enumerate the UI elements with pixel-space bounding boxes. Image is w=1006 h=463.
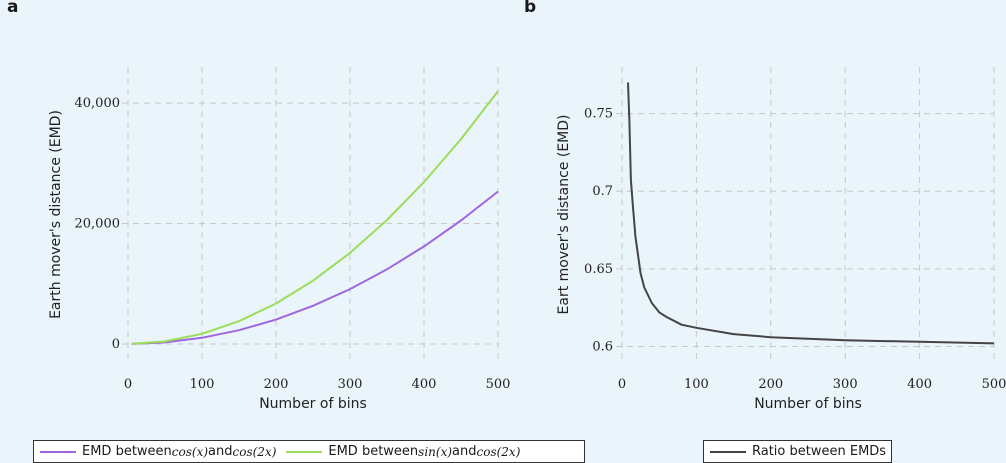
- x-tick-label: 0: [618, 377, 626, 392]
- legend-math-2: cos(2x): [232, 444, 277, 459]
- legend-item-sin-cos2: EMD between sin(x) and cos(2x): [286, 444, 520, 459]
- x-axis-label: Number of bins: [259, 396, 367, 412]
- legend-math-1: cos(x): [171, 444, 209, 459]
- legend-b: Ratio between EMDs: [703, 440, 892, 463]
- series-line-a-0: [131, 190, 499, 345]
- x-tick-label: 100: [684, 377, 709, 392]
- legend-item-ratio: Ratio between EMDs: [710, 444, 886, 459]
- legend-label-mid: and: [208, 444, 233, 459]
- y-tick-label: 0.75: [584, 107, 613, 122]
- y-tick-label: 0.6: [592, 339, 613, 354]
- series-line-b-0: [627, 82, 995, 345]
- chart-a: 0 100 200 300 400 500 0 20,000 40,000 Number of b…: [48, 67, 510, 412]
- panel-a-letter: a: [7, 0, 19, 17]
- x-tick-label: 300: [338, 377, 363, 392]
- legend-a: EMD between cos(x) and cos(2x) EMD betwe…: [33, 440, 585, 463]
- x-tick-label: 200: [264, 377, 289, 392]
- legend-swatch-dark: [710, 450, 746, 453]
- panel-b-letter: b: [524, 0, 537, 17]
- y-tick-label: 40,000: [75, 96, 121, 111]
- legend-label-prefix: EMD between: [82, 444, 172, 459]
- x-tick-label: 500: [982, 377, 1006, 392]
- series-line-a-1: [131, 90, 499, 345]
- legend-swatch-purple: [40, 450, 76, 453]
- legend-math-2: cos(2x): [476, 444, 521, 459]
- x-tick-label: 400: [907, 377, 932, 392]
- x-tick-label: 500: [486, 377, 511, 392]
- chart-b: 0 100 200 300 400 500 0.6 0.65 0.7 0.75 Number of …: [556, 67, 1006, 412]
- y-tick-label: 0.7: [592, 184, 613, 199]
- legend-label-prefix: EMD between: [328, 444, 419, 459]
- x-tick-label: 400: [412, 377, 437, 392]
- legend-item-cos-cos2: EMD between cos(x) and cos(2x): [40, 444, 276, 459]
- legend-math-1: sin(x): [418, 444, 453, 459]
- legend-swatch-green: [286, 450, 323, 453]
- x-tick-label: 200: [758, 377, 783, 392]
- legend-label-ratio: Ratio between EMDs: [752, 444, 887, 459]
- x-axis-label: Number of bins: [754, 396, 862, 412]
- x-tick-label: 300: [833, 377, 858, 392]
- y-tick-label: 0: [112, 337, 120, 352]
- legend-label-mid: and: [452, 444, 477, 459]
- y-tick-label: 20,000: [75, 217, 121, 232]
- y-axis-label: Earth mover's distance (EMD): [48, 110, 64, 319]
- y-tick-label: 0.65: [584, 262, 613, 277]
- x-tick-label: 100: [190, 377, 215, 392]
- y-axis-label: Eart mover's distance (EMD): [556, 115, 572, 315]
- x-tick-label: 0: [124, 377, 132, 392]
